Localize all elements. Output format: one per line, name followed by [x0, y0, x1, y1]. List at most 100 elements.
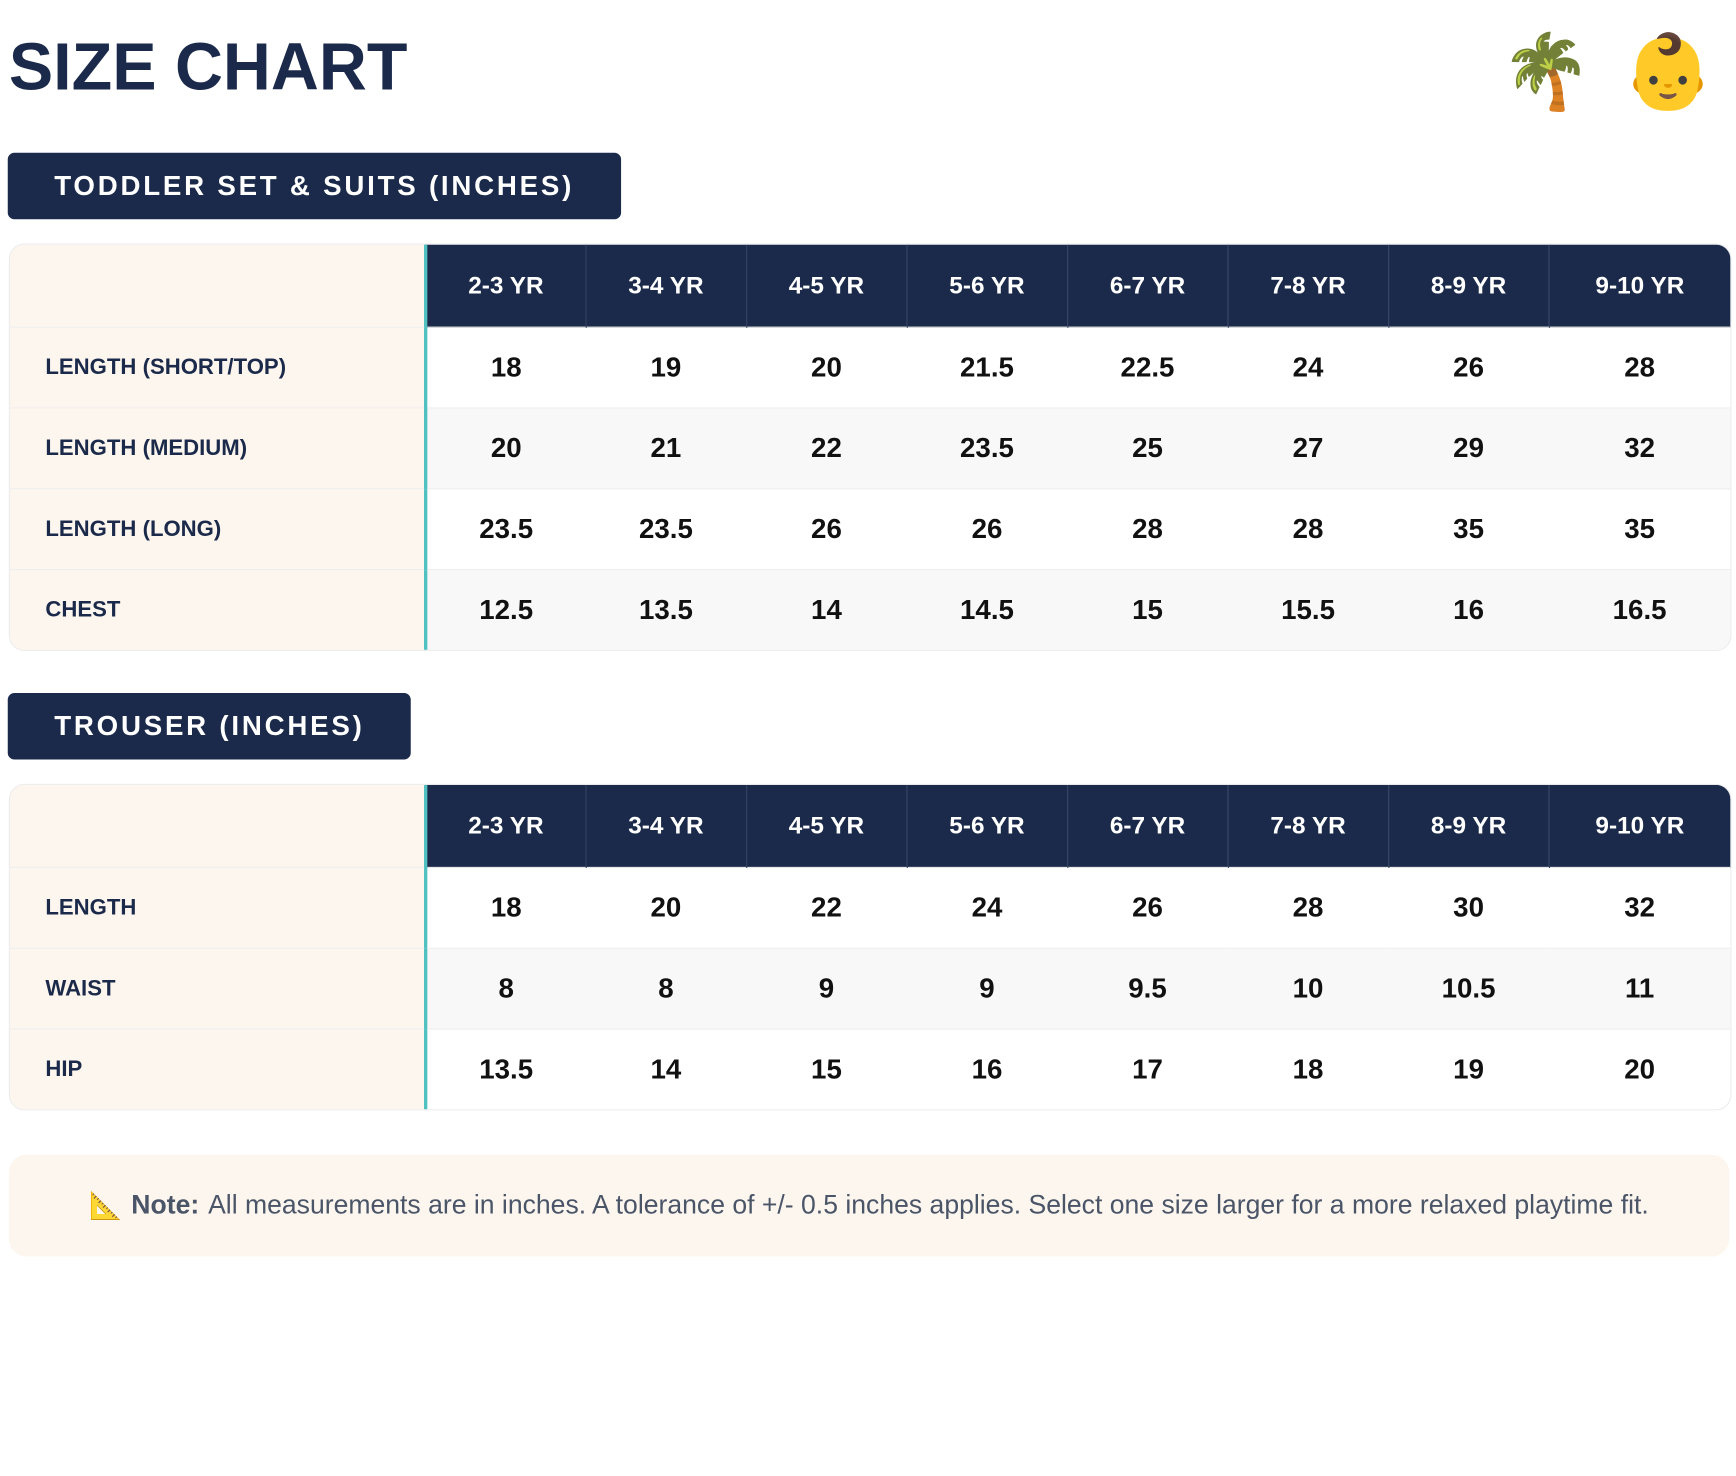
- measure-value: 23.5: [425, 488, 586, 570]
- measure-value: 32: [1548, 407, 1731, 489]
- measure-value: 11: [1548, 947, 1731, 1030]
- size-header: 7-8 YR: [1227, 784, 1389, 868]
- measure-value: 28: [1227, 488, 1389, 570]
- measure-value: 19: [1388, 1028, 1549, 1110]
- measure-value: 20: [425, 407, 586, 489]
- measure-value: 35: [1548, 488, 1731, 570]
- row-label: LENGTH (SHORT/TOP): [9, 326, 427, 408]
- size-table: SIZES 2-3 YR 3-4 YR 4-5 YR 5-6 YR 6-7 YR 7-8 Y…: [9, 784, 1731, 1110]
- measure-value: 10.5: [1388, 947, 1549, 1030]
- measure-value: 19: [585, 326, 747, 408]
- measure-value: 16: [906, 1028, 1068, 1110]
- row-label: LENGTH (LONG): [9, 488, 427, 570]
- sizes-header: SIZES: [9, 784, 427, 868]
- measure-row: CHEST 12.5 13.5 14 14.5 15 15.5 16 16.5: [9, 569, 1731, 650]
- table-head: SIZES 2-3 YR 3-4 YR 4-5 YR 5-6 YR 6-7 YR 7-8 Y…: [9, 784, 1731, 868]
- header-row: SIZES 2-3 YR 3-4 YR 4-5 YR 5-6 YR 6-7 YR 7-8 Y…: [9, 244, 1731, 328]
- row-label: CHEST: [9, 569, 427, 650]
- size-header: 3-4 YR: [585, 244, 747, 328]
- measure-value: 12.5: [425, 569, 586, 650]
- measure-value: 20: [746, 326, 907, 408]
- measure-value: 15: [1067, 569, 1228, 650]
- size-header: 6-7 YR: [1066, 784, 1228, 868]
- measure-value: 26: [1067, 866, 1228, 949]
- table-body: LENGTH 18 20 22 24 26 28 30 32 WAIST 8 8 9 9 9.5 10 10.5…: [9, 866, 1731, 1110]
- icons: 🌴 👶: [1501, 29, 1714, 115]
- measure-value: 32: [1548, 866, 1731, 949]
- size-header: 6-7 YR: [1066, 244, 1228, 328]
- measure-value: 28: [1227, 866, 1389, 949]
- measure-row: LENGTH (SHORT/TOP) 18 19 20 21.5 22.5 24 26 28: [9, 326, 1731, 408]
- size-header: 9-10 YR: [1548, 244, 1731, 328]
- measure-value: 8: [425, 947, 586, 1030]
- measure-row: LENGTH 18 20 22 24 26 28 30 32: [9, 866, 1731, 949]
- size-header: 5-6 YR: [906, 244, 1068, 328]
- measure-value: 24: [1227, 326, 1389, 408]
- measure-value: 30: [1388, 866, 1549, 949]
- palm-icon: 🌴: [1500, 29, 1592, 112]
- measure-value: 21.5: [906, 326, 1068, 408]
- measure-value: 14: [585, 1028, 747, 1110]
- measure-row: LENGTH (LONG) 23.5 23.5 26 26 28 28 35 35: [9, 488, 1731, 570]
- size-header: 3-4 YR: [585, 784, 747, 868]
- measure-row: LENGTH (MEDIUM) 20 21 22 23.5 25 27 29 32: [9, 407, 1731, 489]
- size-header: 2-3 YR: [424, 784, 586, 868]
- measure-value: 14: [746, 569, 907, 650]
- size-header: 7-8 YR: [1227, 244, 1389, 328]
- size-header: 8-9 YR: [1387, 784, 1549, 868]
- note-icon: 📐: [89, 1190, 123, 1221]
- size-header: 8-9 YR: [1387, 244, 1549, 328]
- page-title: SIZE CHART: [8, 29, 408, 105]
- measure-value: 16: [1388, 569, 1549, 650]
- measure-value: 14.5: [906, 569, 1068, 650]
- measure-value: 21: [585, 407, 747, 489]
- size-header: 2-3 YR: [424, 244, 586, 328]
- measure-value: 16.5: [1548, 569, 1731, 650]
- size-table: SIZES 2-3 YR 3-4 YR 4-5 YR 5-6 YR 6-7 YR 7-8 Y…: [9, 244, 1731, 650]
- measure-value: 9: [746, 947, 907, 1030]
- note: 📐 Note: All measurements are in inches. …: [8, 1154, 1730, 1257]
- measure-value: 8: [585, 947, 747, 1030]
- row-label: LENGTH: [9, 866, 427, 949]
- measure-value: 22: [746, 866, 907, 949]
- measure-value: 9.5: [1067, 947, 1228, 1030]
- measure-value: 26: [746, 488, 907, 570]
- measure-value: 25: [1067, 407, 1228, 489]
- measure-value: 15: [746, 1028, 907, 1110]
- table-wrap: SIZES 2-3 YR 3-4 YR 4-5 YR 5-6 YR 6-7 YR 7-8 Y…: [8, 783, 1732, 1111]
- measure-value: 26: [906, 488, 1068, 570]
- measure-value: 26: [1388, 326, 1549, 408]
- measure-value: 17: [1067, 1028, 1228, 1110]
- table-head: SIZES 2-3 YR 3-4 YR 4-5 YR 5-6 YR 6-7 YR 7-8 Y…: [9, 244, 1731, 328]
- section-title: TROUSER (INCHES): [7, 693, 412, 760]
- measure-row: WAIST 8 8 9 9 9.5 10 10.5 11: [9, 947, 1731, 1030]
- size-header: 4-5 YR: [745, 784, 907, 868]
- measure-value: 23.5: [906, 407, 1068, 489]
- note-label: Note:: [131, 1190, 200, 1221]
- measure-value: 20: [585, 866, 747, 949]
- measure-value: 28: [1548, 326, 1731, 408]
- measure-row: HIP 13.5 14 15 16 17 18 19 20: [9, 1028, 1731, 1110]
- section-title: TODDLER SET & SUITS (INCHES): [7, 152, 621, 220]
- measure-value: 9: [906, 947, 1068, 1030]
- measure-value: 18: [425, 866, 586, 949]
- measure-value: 15.5: [1227, 569, 1389, 650]
- size-header: 4-5 YR: [745, 244, 907, 328]
- size-header: 5-6 YR: [906, 784, 1068, 868]
- measure-value: 18: [1227, 1028, 1389, 1110]
- measure-value: 13.5: [425, 1028, 586, 1110]
- measure-value: 35: [1388, 488, 1549, 570]
- header-row: SIZES 2-3 YR 3-4 YR 4-5 YR 5-6 YR 6-7 YR 7-8 Y…: [9, 784, 1731, 868]
- sizes-header: SIZES: [9, 244, 427, 328]
- row-label: LENGTH (MEDIUM): [9, 407, 427, 489]
- measure-value: 22.5: [1067, 326, 1228, 408]
- measure-value: 18: [425, 326, 586, 408]
- row-label: HIP: [9, 1028, 427, 1110]
- measure-value: 27: [1227, 407, 1389, 489]
- measure-value: 10: [1227, 947, 1389, 1030]
- row-label: WAIST: [9, 947, 427, 1030]
- measure-value: 29: [1388, 407, 1549, 489]
- measure-value: 13.5: [585, 569, 747, 650]
